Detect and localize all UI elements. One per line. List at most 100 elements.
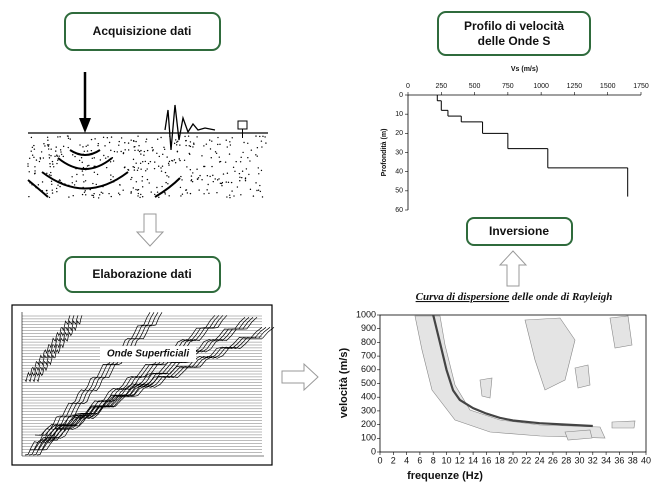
soil-dot xyxy=(55,187,58,190)
soil-dot xyxy=(224,161,227,163)
soil-dot xyxy=(166,175,168,177)
soil-dot xyxy=(41,190,44,192)
soil-dot xyxy=(158,155,160,158)
soil-dot xyxy=(44,145,46,147)
soil-dot xyxy=(191,181,194,183)
y-axis-label: Profondità (m) xyxy=(381,129,388,177)
soil-dot xyxy=(53,166,55,168)
soil-dot xyxy=(221,185,223,187)
soil-dot xyxy=(50,180,53,183)
x-axis-label: Vs (m/s) xyxy=(511,66,538,73)
soil-dot xyxy=(141,196,144,198)
soil-dot xyxy=(242,151,244,154)
soil-dot xyxy=(113,181,115,183)
soil-dot xyxy=(71,182,74,184)
x-tick-label: 1500 xyxy=(600,83,616,90)
soil-dot xyxy=(181,179,183,181)
soil-dot xyxy=(151,146,153,149)
soil-dot xyxy=(35,159,38,161)
dispersion-curve xyxy=(432,314,593,428)
soil-dot xyxy=(260,169,263,172)
soil-dot xyxy=(30,136,33,139)
contour xyxy=(414,315,606,439)
x-tick-label: 16 xyxy=(481,455,491,465)
soil-dot xyxy=(85,145,87,148)
soil-dot xyxy=(28,171,30,173)
x-tick-label: 1000 xyxy=(533,83,549,90)
acquisition-label: Acquisizione dati xyxy=(93,24,192,38)
wavefront xyxy=(27,179,49,198)
soil-dot xyxy=(173,159,176,161)
soil-dot xyxy=(40,151,43,153)
soil-dot xyxy=(41,181,44,183)
soil-dot xyxy=(228,194,231,196)
soil-dot xyxy=(259,184,261,187)
soil-dot xyxy=(226,146,228,148)
y-tick-label: 30 xyxy=(395,149,403,156)
soil-dot xyxy=(176,141,178,143)
soil-dot xyxy=(85,194,87,196)
soil-dot xyxy=(137,149,139,151)
soil-dot xyxy=(163,146,165,149)
soil-dot xyxy=(51,183,53,185)
y-tick-label: 50 xyxy=(395,188,403,195)
soil-dot xyxy=(146,178,149,181)
inversion-box xyxy=(466,217,573,246)
soil-dot xyxy=(168,160,171,163)
soil-dot xyxy=(127,149,130,151)
soil-dot xyxy=(67,146,69,149)
soil-dot xyxy=(86,150,89,152)
soil-dot xyxy=(110,195,112,198)
soil-dot xyxy=(185,144,187,147)
soil-dot xyxy=(27,165,29,167)
soil-dot xyxy=(214,151,217,153)
soil-dot xyxy=(146,149,149,152)
soil-dot xyxy=(137,188,140,191)
soil-dot xyxy=(234,170,236,173)
soil-dot xyxy=(241,170,244,172)
soil-dot xyxy=(160,167,162,169)
soil-dot xyxy=(261,146,263,148)
soil-dot xyxy=(69,138,71,140)
soil-dot xyxy=(196,136,198,138)
soil-dot xyxy=(209,139,211,141)
soil-dot xyxy=(97,144,99,147)
soil-dot xyxy=(160,170,163,172)
soil-dot xyxy=(81,170,84,172)
soil-dot xyxy=(119,193,121,196)
wave-train xyxy=(24,315,71,383)
soil-dot xyxy=(137,135,139,137)
soil-dot xyxy=(130,191,132,193)
soil-dot xyxy=(105,166,108,169)
soil-dot xyxy=(173,142,176,145)
soil-dot xyxy=(174,162,177,164)
soil-dot xyxy=(204,165,206,168)
soil-dot xyxy=(59,149,62,151)
soil-dot xyxy=(92,194,94,197)
soil-dot xyxy=(180,195,182,197)
soil-dot xyxy=(163,148,166,151)
soil-dot xyxy=(220,182,223,185)
soil-dot xyxy=(34,170,36,172)
soil-dot xyxy=(165,181,167,184)
soil-dot xyxy=(76,173,78,176)
x-tick-label: 10 xyxy=(441,455,451,465)
processing-label: Elaborazione dati xyxy=(92,267,191,281)
soil-dot xyxy=(145,141,147,143)
soil-dot xyxy=(146,168,148,170)
soil-dot xyxy=(99,159,102,161)
soil-dot xyxy=(145,138,148,140)
soil-dot xyxy=(167,183,169,185)
soil-dot xyxy=(257,189,260,191)
soil-dot xyxy=(110,178,112,181)
y-tick-label: 1000 xyxy=(356,309,376,319)
soil-dot xyxy=(30,150,32,152)
soil-dot xyxy=(240,156,242,159)
soil-dot xyxy=(181,193,184,195)
contour xyxy=(574,364,591,389)
y-tick-label: 100 xyxy=(361,433,376,443)
soil-dot xyxy=(193,143,195,145)
soil-dot xyxy=(93,192,95,195)
soil-dot xyxy=(55,146,57,148)
y-tick-label: 0 xyxy=(399,92,403,99)
